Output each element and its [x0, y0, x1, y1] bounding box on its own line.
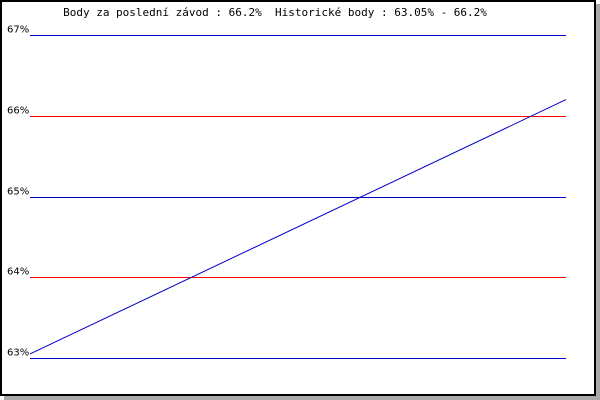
y-tick-label: 66%: [7, 106, 29, 117]
y-tick-label: 67%: [7, 25, 29, 36]
y-tick-label: 64%: [7, 267, 29, 278]
chart-title: Body za poslední závod : 66.2% Historick…: [63, 6, 487, 19]
series-line: [29, 99, 567, 355]
y-tick-label: 65%: [7, 187, 29, 198]
y-tick-label: 63%: [7, 348, 29, 359]
